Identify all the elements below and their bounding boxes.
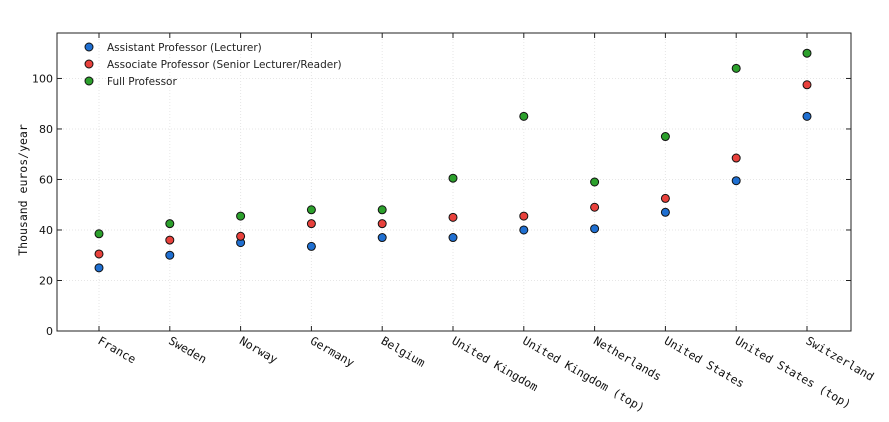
data-point [731,153,741,163]
y-axis-title: Thousand euros/year [16,124,30,256]
y-tick-label: 80 [39,123,53,136]
data-point [377,205,387,215]
x-axis: France Sweden Norway Germany Belgium United K… [96,33,876,415]
y-tick-label: 0 [46,325,53,338]
data-point [660,193,670,203]
plot-frame [56,32,852,332]
data-point [590,202,600,212]
data-point [377,219,387,229]
legend-marker [84,42,94,52]
x-category-label: United Kingdom (top) [520,333,647,414]
data-point [236,231,246,241]
x-category-label: United States (top) [733,333,854,411]
data-point [94,263,104,273]
data-point [660,132,670,142]
data-point [731,176,741,186]
legend: Assistant Professor (Lecturer) Associate … [84,42,342,88]
data-point [306,241,316,251]
data-point [802,80,812,90]
data-point [802,111,812,121]
data-point [519,225,529,235]
data-point [590,177,600,187]
data-point [448,173,458,183]
data-point [165,250,175,260]
data-point [519,211,529,221]
data-points [94,48,812,273]
data-point [448,212,458,222]
data-point [660,207,670,217]
data-point [519,111,529,121]
x-category-label: Norway [237,333,280,366]
y-tick-label: 100 [32,72,53,85]
x-category-label: France [96,333,139,366]
x-category-label: Belgium [379,333,428,369]
data-point [802,48,812,58]
x-category-label: Germany [308,333,357,369]
legend-label: Full Professor [107,76,177,88]
grid-layer [57,33,851,331]
y-tick-label: 40 [39,224,53,237]
legend-marker [84,59,94,69]
data-point [448,233,458,243]
data-point [236,211,246,221]
legend-label: Associate Professor (Senior Lecturer/Rea… [107,59,342,71]
data-point [165,219,175,229]
data-point [94,249,104,259]
data-point [165,235,175,245]
y-tick-label: 60 [39,173,53,186]
legend-marker [84,76,94,86]
data-point [306,205,316,215]
x-category-label: Sweden [166,333,209,366]
y-tick-label: 20 [39,274,53,287]
data-point [731,63,741,73]
data-point [590,224,600,234]
legend-label: Assistant Professor (Lecturer) [107,42,262,54]
y-axis: 0 20 40 60 80 100 [32,72,851,338]
data-point [94,229,104,239]
data-point [377,233,387,243]
data-point [306,219,316,229]
